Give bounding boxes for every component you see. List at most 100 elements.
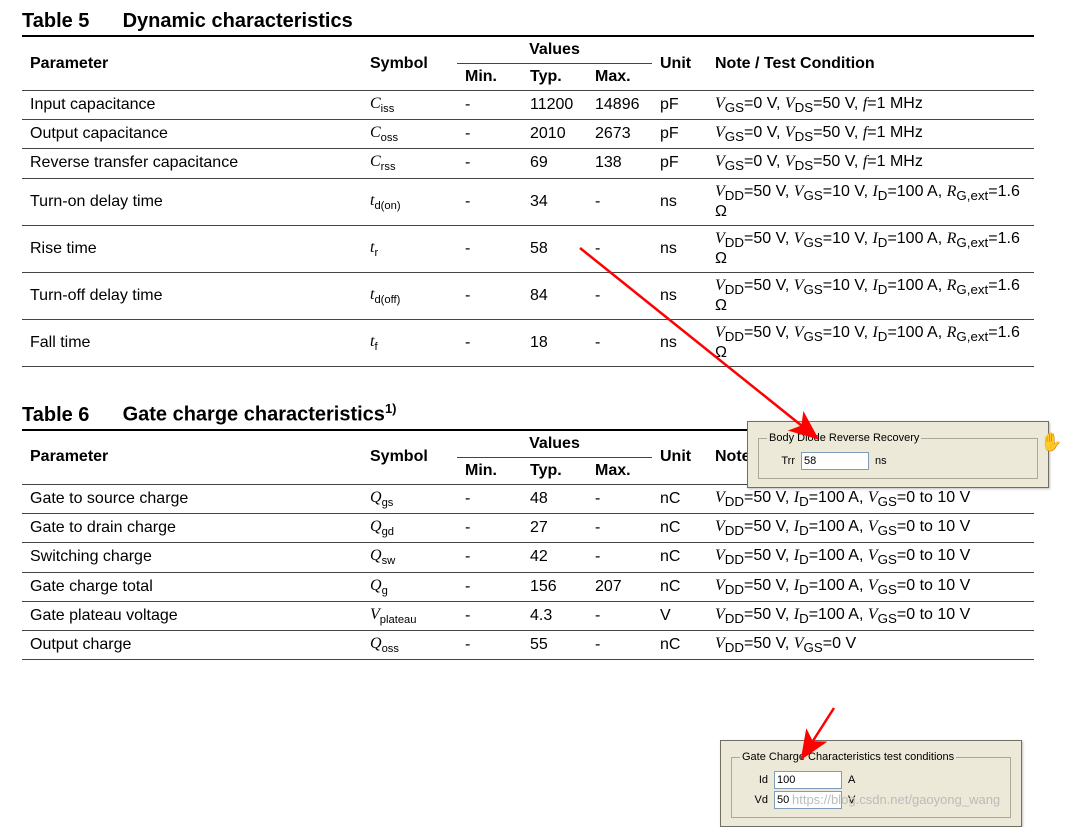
cell-note: VDD=50 V, ID=100 A, VGS=0 to 10 V	[707, 543, 1034, 572]
cell-param: Input capacitance	[22, 91, 362, 120]
cell-unit: ns	[652, 178, 707, 225]
cell-unit: pF	[652, 149, 707, 178]
cell-note: VDD=50 V, ID=100 A, VGS=0 to 10 V	[707, 484, 1034, 513]
table-row: Fall timetf-18-nsVDD=50 V, VGS=10 V, ID=…	[22, 320, 1034, 367]
cell-typ: 27	[522, 514, 587, 543]
cell-max: -	[587, 272, 652, 319]
cell-note: VDD=50 V, VGS=10 V, ID=100 A, RG,ext=1.6…	[707, 320, 1034, 367]
panel-trr-legend: Body Diode Reverse Recovery	[767, 432, 921, 444]
cell-max: -	[587, 514, 652, 543]
cell-symbol: Qgs	[362, 484, 457, 513]
table6-caption: Gate charge characteristics	[123, 404, 385, 426]
cell-max: -	[587, 601, 652, 630]
cell-typ: 156	[522, 572, 587, 601]
table6-sup: 1)	[385, 401, 397, 416]
col-typ: Typ.	[522, 457, 587, 484]
cell-typ: 69	[522, 149, 587, 178]
cell-typ: 55	[522, 630, 587, 659]
table-row: Input capacitanceCiss-1120014896pFVGS=0 …	[22, 91, 1034, 120]
gc-id-input[interactable]	[774, 771, 842, 789]
cell-min: -	[457, 120, 522, 149]
cell-note: VDD=50 V, ID=100 A, VGS=0 to 10 V	[707, 601, 1034, 630]
cell-max: -	[587, 630, 652, 659]
cell-symbol: tf	[362, 320, 457, 367]
cell-unit: nC	[652, 630, 707, 659]
table-row: Output chargeQoss-55-nCVDD=50 V, VGS=0 V	[22, 630, 1034, 659]
cell-min: -	[457, 543, 522, 572]
cell-min: -	[457, 178, 522, 225]
cell-max: -	[587, 225, 652, 272]
trr-input[interactable]	[801, 452, 869, 470]
cell-param: Output charge	[22, 630, 362, 659]
cell-symbol: td(on)	[362, 178, 457, 225]
cell-symbol: Coss	[362, 120, 457, 149]
col-symbol: Symbol	[362, 36, 457, 91]
cell-note: VDD=50 V, VGS=0 V	[707, 630, 1034, 659]
cell-symbol: td(off)	[362, 272, 457, 319]
cell-unit: pF	[652, 91, 707, 120]
cell-min: -	[457, 601, 522, 630]
cell-typ: 48	[522, 484, 587, 513]
gc-id-label: Id	[740, 774, 768, 786]
col-symbol: Symbol	[362, 430, 457, 485]
cell-symbol: tr	[362, 225, 457, 272]
cell-symbol: Qg	[362, 572, 457, 601]
cell-param: Output capacitance	[22, 120, 362, 149]
cell-unit: nC	[652, 484, 707, 513]
col-note: Note / Test Condition	[707, 36, 1034, 91]
table-row: Rise timetr-58-nsVDD=50 V, VGS=10 V, ID=…	[22, 225, 1034, 272]
col-unit: Unit	[652, 430, 707, 485]
cell-max: 2673	[587, 120, 652, 149]
panel-trr: Body Diode Reverse Recovery Trr ns	[747, 421, 1049, 488]
cell-param: Rise time	[22, 225, 362, 272]
trr-unit: ns	[875, 455, 893, 467]
cell-max: 138	[587, 149, 652, 178]
cell-param: Gate plateau voltage	[22, 601, 362, 630]
cell-param: Switching charge	[22, 543, 362, 572]
panel-gc-fieldset: Gate Charge Characteristics test conditi…	[731, 751, 1011, 818]
table-row: Gate charge totalQg-156207nCVDD=50 V, ID…	[22, 572, 1034, 601]
cell-typ: 34	[522, 178, 587, 225]
grab-cursor-icon: ✋	[1040, 432, 1062, 453]
cell-min: -	[457, 149, 522, 178]
cell-unit: ns	[652, 320, 707, 367]
cell-typ: 42	[522, 543, 587, 572]
cell-note: VGS=0 V, VDS=50 V, f=1 MHz	[707, 149, 1034, 178]
table6-prefix: Table 6	[22, 404, 117, 427]
cell-unit: V	[652, 601, 707, 630]
cell-typ: 18	[522, 320, 587, 367]
table5-caption: Dynamic characteristics	[123, 10, 353, 32]
cell-max: -	[587, 543, 652, 572]
col-max: Max.	[587, 64, 652, 91]
cell-note: VDD=50 V, VGS=10 V, ID=100 A, RG,ext=1.6…	[707, 272, 1034, 319]
panel-trr-fieldset: Body Diode Reverse Recovery Trr ns	[758, 432, 1038, 479]
cell-note: VDD=50 V, VGS=10 V, ID=100 A, RG,ext=1.6…	[707, 225, 1034, 272]
col-parameter: Parameter	[22, 430, 362, 485]
cell-symbol: Qgd	[362, 514, 457, 543]
gc-vd-label: Vd	[740, 794, 768, 806]
cell-unit: pF	[652, 120, 707, 149]
table-row: Turn-on delay timetd(on)-34-nsVDD=50 V, …	[22, 178, 1034, 225]
cell-symbol: Crss	[362, 149, 457, 178]
cell-unit: ns	[652, 225, 707, 272]
col-parameter: Parameter	[22, 36, 362, 91]
cell-param: Gate charge total	[22, 572, 362, 601]
cell-unit: nC	[652, 514, 707, 543]
cell-typ: 84	[522, 272, 587, 319]
col-values: Values	[457, 430, 652, 458]
table5-title: Table 5 Dynamic characteristics	[22, 10, 1043, 33]
table-row: Gate to drain chargeQgd-27-nCVDD=50 V, I…	[22, 514, 1034, 543]
cell-param: Turn-off delay time	[22, 272, 362, 319]
cell-note: VDD=50 V, ID=100 A, VGS=0 to 10 V	[707, 514, 1034, 543]
cell-min: -	[457, 272, 522, 319]
cell-param: Fall time	[22, 320, 362, 367]
cell-symbol: Qoss	[362, 630, 457, 659]
cell-unit: ns	[652, 272, 707, 319]
cell-note: VGS=0 V, VDS=50 V, f=1 MHz	[707, 120, 1034, 149]
cell-note: VDD=50 V, VGS=10 V, ID=100 A, RG,ext=1.6…	[707, 178, 1034, 225]
table-row: Gate plateau voltageVplateau-4.3-VVDD=50…	[22, 601, 1034, 630]
cell-note: VGS=0 V, VDS=50 V, f=1 MHz	[707, 91, 1034, 120]
cell-typ: 11200	[522, 91, 587, 120]
col-typ: Typ.	[522, 64, 587, 91]
col-min: Min.	[457, 64, 522, 91]
